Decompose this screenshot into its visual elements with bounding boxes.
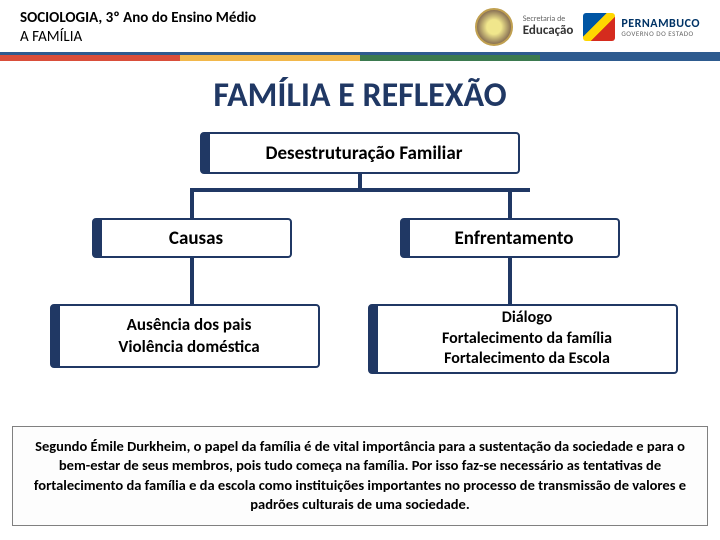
node-enfrentamento-label: Enfrentamento — [455, 227, 574, 250]
footer-quote: Segundo Émile Durkheim, o papel da famíl… — [12, 426, 708, 526]
leaf-line: Violência doméstica — [118, 336, 259, 358]
connector — [508, 188, 512, 218]
connector — [508, 258, 512, 304]
node-enfrentamento-detail: Diálogo Fortalecimento da família Fortal… — [368, 304, 678, 374]
color-strip — [0, 55, 720, 61]
node-causas-label: Causas — [169, 227, 223, 250]
leaf-line: Fortalecimento da família — [442, 329, 612, 350]
education-seal-icon — [475, 8, 513, 46]
connector — [358, 174, 362, 188]
course-line: SOCIOLOGIA, 3º Ano do Ensino Médio — [20, 9, 256, 27]
education-text: Secretaria de Educação — [523, 15, 574, 38]
pernambuco-flag-icon — [583, 13, 615, 41]
header-bar: SOCIOLOGIA, 3º Ano do Ensino Médio A FAM… — [0, 0, 720, 52]
leaf-line: Ausência dos pais — [127, 314, 252, 336]
node-causas: Causas — [92, 218, 292, 258]
state-name: PERNAMBUCO — [621, 18, 700, 30]
leaf-line: Fortalecimento da Escola — [444, 349, 610, 370]
node-enfrentamento: Enfrentamento — [400, 218, 620, 258]
state-sub: GOVERNO DO ESTADO — [621, 30, 700, 37]
node-root: Desestruturação Familiar — [200, 132, 520, 174]
strip-blue — [540, 55, 720, 61]
state-badge: PERNAMBUCO GOVERNO DO ESTADO — [583, 13, 700, 41]
node-root-label: Desestruturação Familiar — [266, 142, 463, 165]
header-right: Secretaria de Educação PERNAMBUCO GOVERN… — [475, 8, 700, 46]
strip-yellow — [180, 55, 360, 61]
node-causas-detail: Ausência dos pais Violência doméstica — [50, 304, 320, 368]
page-title: FAMÍLIA E REFLEXÃO — [0, 75, 720, 116]
topic-line: A FAMÍLIA — [20, 28, 256, 46]
diagram-tree: Desestruturação Familiar Causas Enfrenta… — [0, 132, 720, 392]
secretaria-main: Educação — [523, 24, 574, 38]
connector — [190, 258, 194, 304]
leaf-line: Diálogo — [502, 308, 552, 329]
strip-red — [0, 55, 180, 61]
strip-green — [360, 55, 540, 61]
state-text: PERNAMBUCO GOVERNO DO ESTADO — [621, 18, 700, 37]
header-left: SOCIOLOGIA, 3º Ano do Ensino Médio A FAM… — [20, 9, 256, 46]
connector — [190, 188, 530, 192]
footer-text: Segundo Émile Durkheim, o papel da famíl… — [34, 437, 686, 514]
connector — [190, 188, 194, 218]
